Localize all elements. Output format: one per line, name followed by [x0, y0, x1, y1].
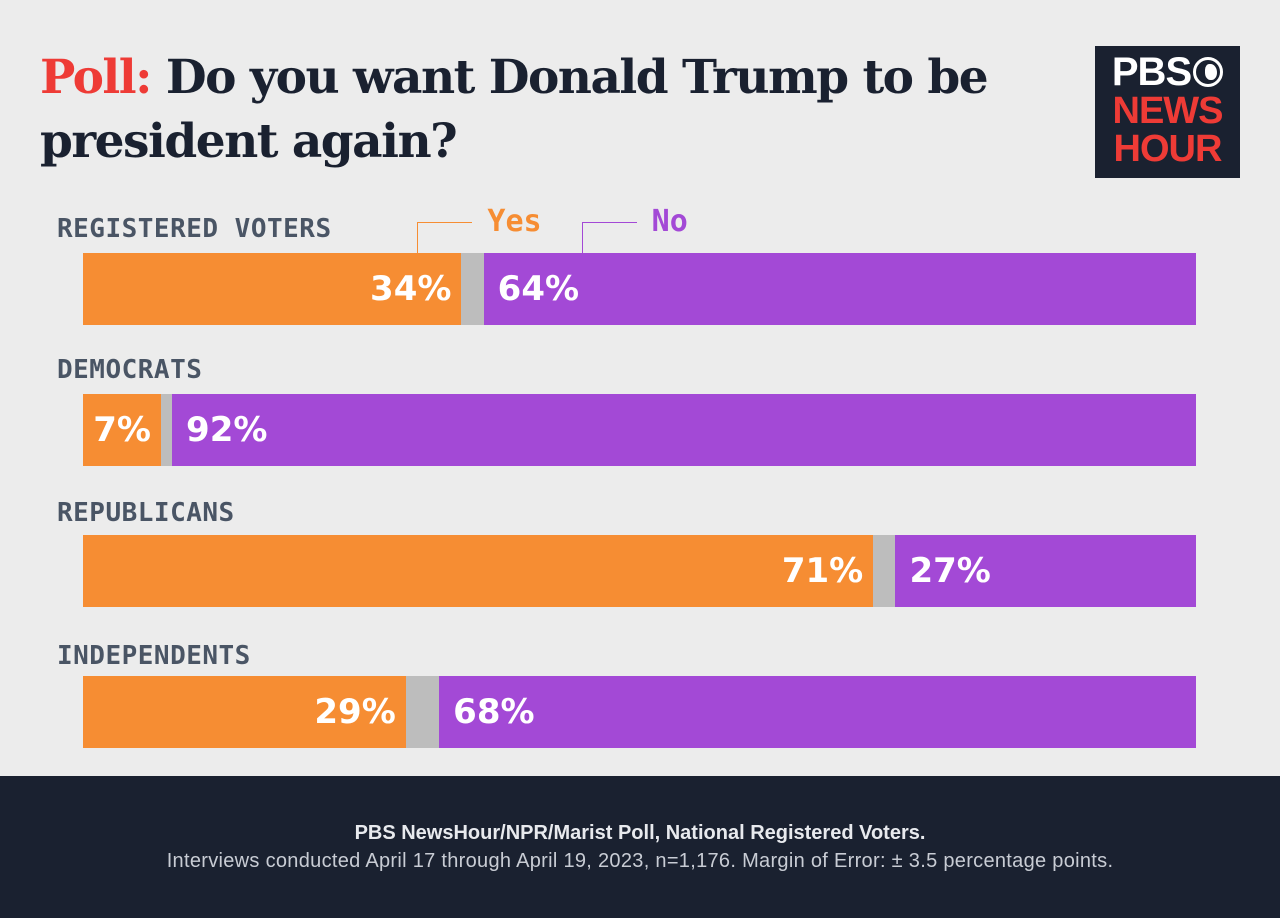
bar-row: 71% 27% — [83, 535, 1196, 607]
bar-segment-unsure — [873, 535, 896, 607]
bar-segment-unsure — [405, 676, 440, 748]
title-prefix: Poll: — [40, 50, 153, 105]
bar-segment-unsure — [160, 394, 173, 466]
pbs-newshour-logo: PBS NEWS HOUR — [1095, 46, 1240, 178]
legend-connector-no — [581, 222, 637, 253]
footer: PBS NewsHour/NPR/Marist Poll, National R… — [0, 776, 1280, 918]
bar-segment-yes — [83, 253, 462, 325]
value-label-yes: 29% — [314, 692, 396, 732]
category-label: REPUBLICANS — [57, 498, 235, 528]
bar-row: 7% 92% — [83, 394, 1196, 466]
bar-segment-no — [172, 394, 1196, 466]
legend-no: No — [651, 204, 688, 239]
value-label-no: 68% — [453, 692, 535, 732]
category-label: REGISTERED VOTERS — [57, 214, 332, 244]
logo-hour: HOUR — [1113, 128, 1223, 170]
value-label-no: 27% — [909, 551, 991, 591]
bar-segment-no — [439, 676, 1196, 748]
title-text: Do you want Donald Trump to be president… — [40, 50, 989, 169]
footer-source: PBS NewsHour/NPR/Marist Poll, National R… — [354, 822, 926, 844]
chart-title: Poll: Do you want Donald Trump to be pre… — [40, 46, 1020, 174]
category-label: DEMOCRATS — [57, 355, 203, 385]
bar-segment-yes — [83, 535, 874, 607]
logo-news: NEWS — [1112, 90, 1224, 132]
category-label: INDEPENDENTS — [57, 641, 251, 671]
bar-segment-no — [483, 253, 1196, 325]
bar-row: 29% 68% — [83, 676, 1196, 748]
value-label-no: 64% — [497, 269, 580, 309]
value-label-yes: 71% — [781, 551, 864, 591]
logo-pbs: PBS — [1111, 50, 1192, 94]
value-label-yes: 34% — [370, 269, 452, 309]
bar-segment-yes — [83, 676, 406, 748]
footer-note: Interviews conducted April 17 through Ap… — [166, 850, 1114, 872]
bar-segment-no — [895, 535, 1196, 607]
bar-segment-yes — [83, 394, 161, 466]
bar-row: 34% 64% — [83, 253, 1196, 325]
value-label-no: 92% — [186, 410, 268, 450]
legend-yes: Yes — [487, 204, 542, 239]
legend-connector-yes — [417, 222, 473, 253]
pbs-head-icon — [1193, 57, 1224, 87]
bar-segment-unsure — [461, 253, 484, 325]
value-label-yes: 7% — [93, 410, 151, 450]
